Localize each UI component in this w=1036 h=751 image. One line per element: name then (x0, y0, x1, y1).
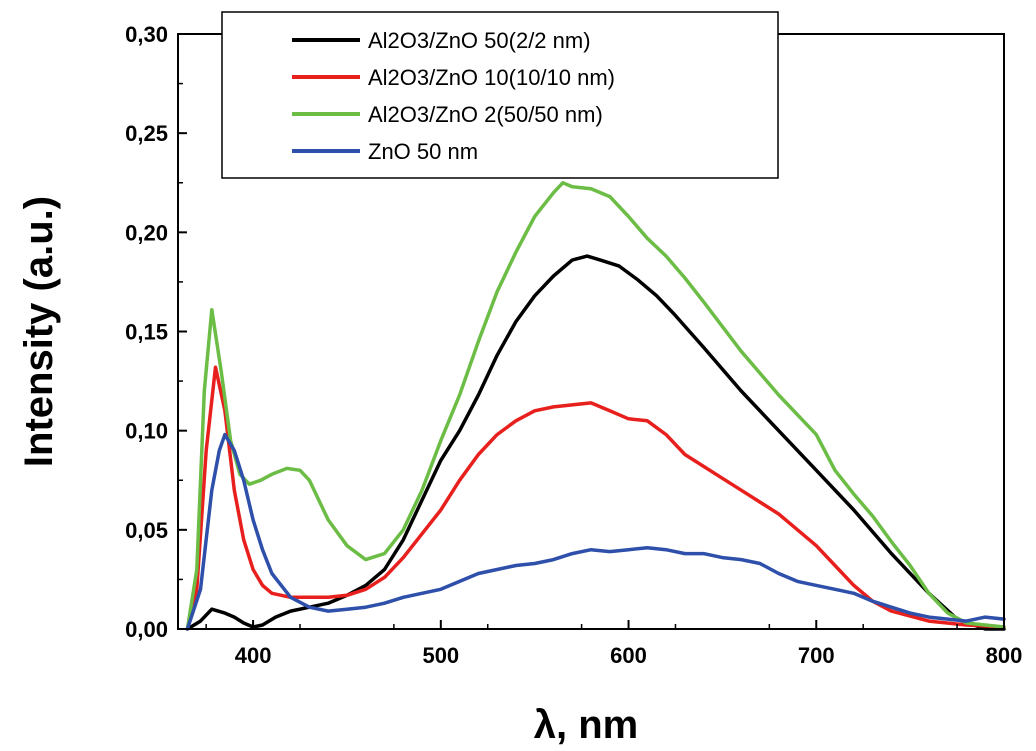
x-tick-label: 500 (422, 643, 459, 668)
y-tick-label: 0,10 (125, 419, 168, 444)
y-tick-label: 0,25 (125, 121, 168, 146)
legend: Al2O3/ZnO 50(2/2 nm) Al2O3/ZnO 10(10/10 n… (221, 11, 779, 179)
x-tick-label: 800 (986, 643, 1023, 668)
y-tick-label: 0,20 (125, 220, 168, 245)
series-layer (185, 181, 1006, 631)
x-tick-label: 600 (610, 643, 647, 668)
y-axis-title: Intensity (a.u.) (17, 196, 61, 467)
series-line-4 (185, 432, 1006, 631)
series-line-3 (185, 181, 1006, 631)
y-tick-label: 0,05 (125, 518, 168, 543)
x-tick-label: 400 (235, 643, 272, 668)
series-line-2 (185, 365, 1006, 631)
legend-label: ZnO 50 nm (368, 139, 478, 164)
legend-label: Al2O3/ZnO 50(2/2 nm) (368, 28, 591, 53)
axis-layer: 0,00 0,05 0,10 0,15 0,20 0,25 0,30 400 500 600 700… (125, 22, 1022, 668)
y-tick-label: 0,00 (125, 617, 168, 642)
legend-label: Al2O3/ZnO 10(10/10 nm) (368, 65, 615, 90)
series-line-1 (185, 254, 1006, 631)
x-tick-label: 700 (798, 643, 835, 668)
x-axis-title: λ, nm (534, 703, 638, 747)
y-tick-label: 0,15 (125, 320, 168, 345)
legend-label: Al2O3/ZnO 2(50/50 nm) (368, 102, 603, 127)
y-tick-label: 0,30 (125, 22, 168, 47)
